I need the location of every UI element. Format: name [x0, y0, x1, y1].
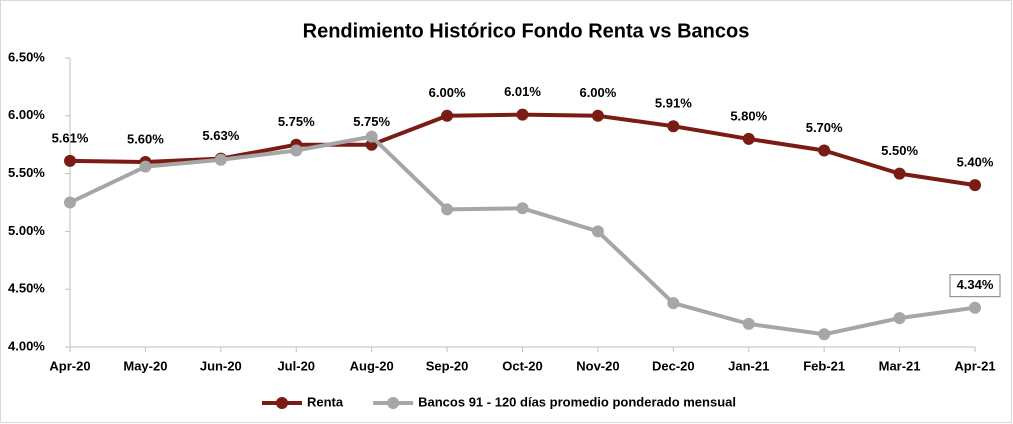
value-label: 5.91%	[655, 96, 692, 111]
x-tick-label: Oct-20	[502, 358, 542, 373]
x-tick-label: Jan-21	[728, 358, 769, 373]
y-tick-label: 5.50%	[8, 165, 45, 180]
data-point	[214, 153, 227, 166]
x-tick-label: Feb-21	[803, 358, 845, 373]
data-point	[667, 297, 680, 310]
data-point	[742, 132, 755, 145]
value-label: 5.75%	[278, 114, 315, 129]
x-tick-label: Jul-20	[277, 358, 315, 373]
data-point	[516, 108, 529, 121]
data-point	[818, 144, 831, 157]
y-tick-label: 4.50%	[8, 281, 45, 296]
data-point	[818, 328, 831, 341]
x-tick-label: Aug-20	[350, 358, 394, 373]
value-label: 6.01%	[504, 84, 541, 99]
data-point	[742, 317, 755, 330]
legend-label: Renta	[307, 394, 344, 409]
value-label: 5.40%	[957, 155, 994, 170]
value-label-box	[949, 274, 1001, 298]
data-point	[516, 202, 529, 215]
data-point	[365, 130, 378, 143]
value-label: 5.80%	[730, 108, 767, 123]
data-point	[64, 196, 76, 209]
value-label: 4.34%	[957, 277, 994, 292]
x-tick-label: Jun-20	[200, 358, 242, 373]
value-label: 5.70%	[806, 120, 843, 135]
value-label: 6.00%	[579, 85, 616, 100]
y-tick-label: 4.00%	[8, 338, 45, 353]
y-tick-label: 6.50%	[8, 49, 45, 64]
x-tick-label: Apr-21	[954, 358, 995, 373]
data-point	[290, 144, 303, 157]
data-point	[893, 167, 906, 180]
value-label: 5.50%	[881, 143, 918, 158]
x-tick-label: Apr-20	[49, 358, 90, 373]
chart-title: Rendimiento Histórico Fondo Renta vs Ban…	[303, 20, 750, 42]
data-point	[441, 203, 454, 216]
value-label: 5.75%	[353, 114, 390, 129]
data-point	[139, 160, 152, 173]
x-tick-label: May-20	[123, 358, 167, 373]
y-tick-label: 5.00%	[8, 223, 45, 238]
y-tick-label: 6.00%	[8, 107, 45, 122]
x-tick-label: Mar-21	[879, 358, 921, 373]
data-point	[969, 301, 981, 314]
x-tick-label: Dec-20	[652, 358, 695, 373]
data-point	[969, 179, 981, 192]
x-tick-label: Nov-20	[576, 358, 619, 373]
value-label: 5.60%	[127, 131, 164, 146]
value-label: 5.61%	[52, 130, 89, 145]
data-point	[64, 154, 76, 167]
x-tick-label: Sep-20	[426, 358, 469, 373]
data-point	[591, 225, 604, 238]
legend-label: Bancos 91 - 120 días promedio ponderado …	[418, 394, 736, 409]
data-point	[893, 312, 906, 325]
value-label: 5.63%	[202, 128, 239, 143]
value-label: 6.00%	[429, 85, 466, 100]
data-point	[441, 109, 454, 122]
data-point	[667, 120, 680, 133]
legend-marker	[276, 397, 288, 409]
legend-marker	[387, 397, 400, 409]
data-point	[591, 109, 604, 122]
